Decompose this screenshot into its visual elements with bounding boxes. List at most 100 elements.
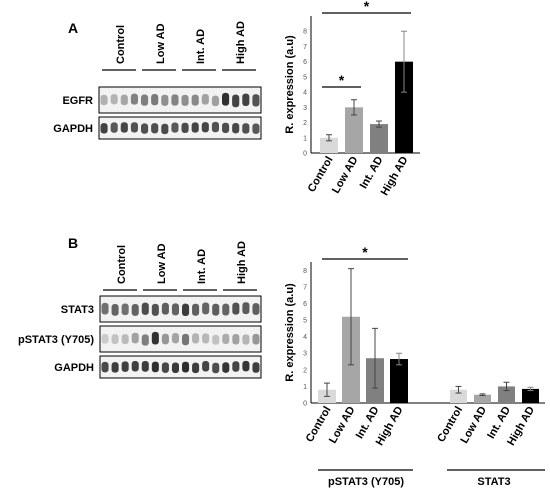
blot-band: [161, 302, 169, 315]
bar-int-ad: [498, 386, 515, 403]
blot-band: [141, 302, 149, 315]
blot-band: [101, 333, 109, 344]
significance-star: *: [339, 72, 345, 88]
blot-band: [171, 122, 179, 133]
blot-band: [121, 303, 129, 316]
blot-band: [212, 334, 220, 345]
blot-label-stat3: STAT3: [61, 304, 94, 316]
y-tick-label: 1: [303, 384, 307, 391]
blot-band: [182, 361, 190, 373]
blot-band: [141, 94, 149, 106]
blot-band: [222, 122, 230, 134]
y-tick-label: 1: [303, 135, 307, 142]
bar-int-ad: [370, 124, 388, 153]
blot-band: [151, 361, 159, 373]
y-tick-label: 7: [303, 44, 307, 51]
blot-band: [232, 334, 240, 345]
blot-band: [111, 303, 119, 316]
group-label-low-ad: Low AD: [156, 243, 168, 284]
y-axis-label: R. expression (a.u): [284, 35, 296, 134]
panel-b-letter: B: [68, 235, 78, 251]
blot-band: [151, 331, 159, 345]
blot-band: [130, 93, 138, 105]
blot-band: [182, 303, 190, 317]
blot-band: [192, 362, 200, 374]
blot-band: [232, 302, 240, 315]
blot-band: [171, 362, 179, 374]
series-label-pstat3: pSTAT3 (Y705): [328, 476, 404, 488]
series-label-stat3: STAT3: [477, 476, 510, 488]
blot-band: [120, 122, 128, 133]
significance-star: *: [362, 244, 368, 260]
blot-band: [252, 333, 260, 345]
blot-band: [151, 303, 159, 316]
blot-band: [161, 362, 169, 373]
bar-control: [450, 389, 467, 403]
blot-band: [252, 362, 260, 373]
panel-a-group-headers: Control Low AD Int. AD High AD: [102, 21, 256, 71]
blot-band: [242, 123, 250, 134]
blot-band: [222, 92, 230, 106]
bar-high-ad: [522, 388, 539, 403]
blot-band: [202, 333, 210, 344]
blot-band: [130, 122, 138, 133]
blot-band: [131, 361, 139, 372]
panel-a-letter: A: [68, 20, 78, 36]
blot-band: [121, 361, 129, 372]
blot-band: [192, 303, 200, 316]
group-label-high-ad: High AD: [236, 241, 248, 284]
blot-band: [201, 94, 209, 105]
blot-band: [131, 304, 139, 316]
blot-band: [232, 361, 240, 372]
blot-band: [222, 333, 230, 345]
blot-band: [252, 303, 260, 315]
y-tick-label: 0: [303, 401, 307, 408]
group-label-high-ad: High AD: [235, 21, 247, 64]
blot-band: [121, 334, 129, 345]
panel-b-western-blot: STAT3 pSTAT3 (Y705) GAPDH: [18, 295, 262, 379]
blot-band: [222, 362, 230, 373]
blot-band: [242, 360, 250, 372]
blot-band: [181, 94, 189, 106]
blot-band: [171, 303, 179, 316]
blot-band: [212, 362, 220, 374]
y-tick-label: 2: [303, 367, 307, 374]
y-tick-label: 8: [303, 268, 307, 275]
y-tick-label: 5: [303, 318, 307, 325]
bar-low-ad: [474, 394, 491, 403]
blot-label-egfr: EGFR: [62, 95, 93, 107]
blot-band: [141, 361, 149, 372]
blot-band: [192, 333, 200, 344]
y-tick-label: 7: [303, 284, 307, 291]
blot-label-pstat3-y705: pSTAT3 (Y705): [18, 334, 94, 346]
y-tick-label: 2: [303, 120, 307, 127]
bar-control: [320, 137, 338, 153]
blot-frame: [98, 116, 262, 140]
blot-band: [222, 303, 230, 316]
blot-band: [211, 121, 219, 133]
blot-band: [161, 94, 169, 106]
blot-band: [191, 122, 199, 133]
blot-band: [171, 332, 179, 344]
blot-band: [242, 302, 250, 315]
group-label-int-ad: Int. AD: [195, 29, 207, 64]
bar-high-ad: [395, 61, 413, 153]
blot-band: [100, 123, 108, 134]
blot-band: [131, 332, 139, 344]
group-label-control: Control: [115, 25, 127, 64]
blot-band: [141, 123, 149, 134]
bar-low-ad: [345, 107, 363, 153]
blot-band: [110, 122, 118, 133]
blot-band: [151, 93, 159, 106]
blot-label-gapdh: GAPDH: [54, 362, 94, 374]
blot-band: [161, 123, 169, 135]
blot-band: [151, 123, 159, 134]
blot-frame: [99, 355, 262, 379]
panel-a-western-blot: EGFR GAPDH: [53, 86, 262, 140]
blot-band: [232, 123, 240, 134]
significance-star: *: [364, 0, 370, 14]
blot-band: [232, 94, 240, 108]
blot-band: [211, 95, 219, 107]
